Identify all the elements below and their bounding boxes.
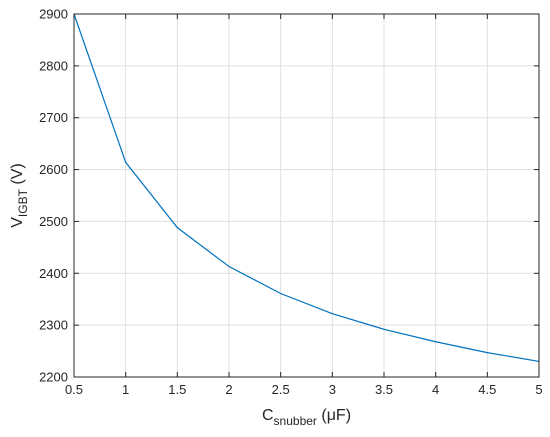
x-tick-label: 5	[535, 382, 542, 397]
data-point	[435, 341, 437, 343]
y-tick-label: 2300	[39, 318, 68, 333]
x-tick-label: 1.5	[168, 382, 186, 397]
x-axis-label: Csnubber (μF)	[262, 407, 351, 428]
y-tick-label: 2700	[39, 110, 68, 125]
data-point	[280, 292, 282, 295]
data-point	[486, 352, 488, 354]
data-point	[331, 313, 333, 315]
x-tick-label: 4	[432, 382, 439, 397]
y-axis-label-rest: (V)	[9, 163, 26, 189]
x-tick-label: 3.5	[375, 382, 393, 397]
x-tick-label: 4.5	[478, 382, 496, 397]
series-line	[73, 13, 540, 363]
data-point	[383, 328, 385, 330]
x-axis-label-main: C	[262, 407, 274, 424]
y-tick-label: 2800	[39, 58, 68, 73]
data-point	[228, 265, 230, 268]
tick-labels: 0.5 1 1.5 2 2.5 3 3.5 4 4.5 5 2200 2300 2400 2500 2600…	[39, 7, 543, 398]
data-point	[176, 227, 178, 229]
y-tick-label: 2900	[39, 7, 68, 22]
axes-box	[73, 13, 540, 378]
y-axis-label-main: V	[9, 217, 26, 228]
y-axis-label-sub: IGBT	[16, 188, 30, 217]
x-tick-label: 2	[225, 382, 232, 397]
x-tick-label: 1	[122, 382, 129, 397]
tick-marks	[73, 13, 540, 378]
x-axis-label-rest: (μF)	[317, 407, 351, 424]
x-tick-label: 3	[329, 382, 336, 397]
y-tick-label: 2600	[39, 162, 68, 177]
y-tick-label: 2500	[39, 214, 68, 229]
y-tick-label: 2200	[39, 370, 68, 385]
y-tick-label: 2400	[39, 266, 68, 281]
x-tick-label: 0.5	[65, 382, 83, 397]
data-point	[125, 161, 127, 163]
y-axis-label: VIGBT (V)	[9, 163, 30, 227]
x-axis-label-sub: snubber	[274, 414, 317, 428]
x-tick-label: 2.5	[272, 382, 290, 397]
